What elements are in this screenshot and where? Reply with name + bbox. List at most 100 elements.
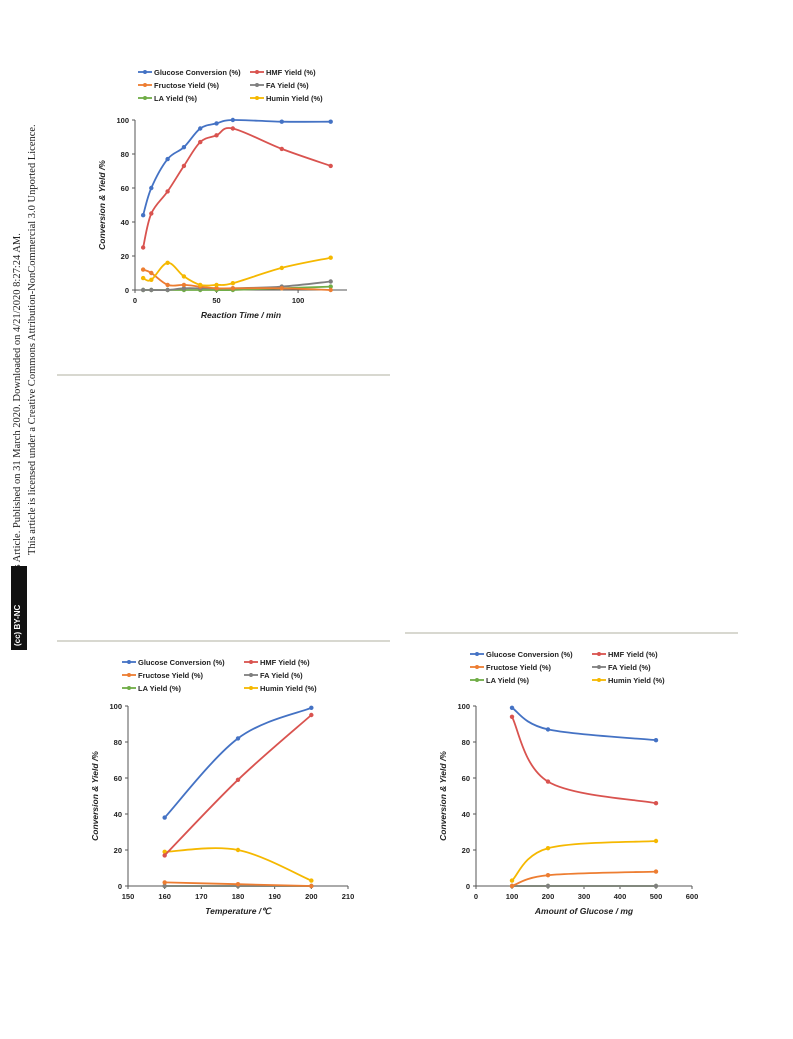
data-point-glucose-conversion <box>328 119 333 124</box>
data-point-fa-yield <box>181 286 187 291</box>
y-tick-label: 0 <box>118 882 122 891</box>
series-line-humin-yield <box>164 847 312 882</box>
data-point-humin-yield <box>328 255 333 260</box>
legend-marker-fa-yield <box>249 673 253 677</box>
series-line-hmf-yield <box>164 714 312 857</box>
legend-marker-humin-yield <box>249 686 253 690</box>
data-point-hmf-yield <box>214 133 219 138</box>
cc-badge-label: (cc) BY-NC <box>13 604 22 646</box>
data-point-fa-yield <box>328 279 333 284</box>
chart-glucose-amount: 0 20 40 60 80 100 0 100 200 300 400 500 600 Amount of… <box>438 650 699 916</box>
data-point-humin-yield <box>140 275 146 281</box>
legend-entry-humin-yield: Humin Yield (%) <box>608 676 665 685</box>
data-point-glucose-conversion <box>140 213 146 218</box>
data-point-hmf-yield <box>230 126 236 131</box>
legend-entry-la-yield: LA Yield (%) <box>486 676 530 685</box>
x-tick-label: 400 <box>614 892 627 901</box>
data-point-hmf-yield <box>181 163 187 169</box>
data-point-fa-yield <box>653 883 659 889</box>
x-tick-label: 600 <box>686 892 699 901</box>
legend-marker-fructose-yield <box>127 673 131 677</box>
y-tick-label: 20 <box>114 846 122 855</box>
legend-marker-fa-yield <box>255 83 259 87</box>
data-point-humin-yield <box>230 281 236 286</box>
data-point-fa-yield <box>165 287 170 293</box>
data-point-hmf-yield <box>149 211 154 216</box>
x-tick-label: 200 <box>542 892 555 901</box>
data-point-fructose-yield <box>235 882 241 887</box>
legend-entry-fructose-yield: Fructose Yield (%) <box>138 671 204 680</box>
x-tick-label: 100 <box>506 892 519 901</box>
data-point-fructose-yield <box>309 883 314 889</box>
legend-marker-hmf-yield <box>249 660 253 664</box>
data-point-hmf-yield <box>328 163 333 169</box>
chart-reaction-time: 0 20 40 60 80 100 0 50 100 Reaction Time / min Con… <box>97 68 347 320</box>
y-axis-title: Conversion & Yield /% <box>90 751 100 841</box>
data-point-fructose-yield <box>509 883 515 889</box>
x-tick-label: 200 <box>305 892 318 901</box>
legend-entry-glucose-conversion: Glucose Conversion (%) <box>486 650 573 659</box>
divider-bottom-right <box>405 632 738 634</box>
x-tick-label: 180 <box>232 892 245 901</box>
cc-license-badge[interactable]: (cc) BY-NC <box>11 566 27 650</box>
license-notice: This article is licensed under a Creativ… <box>27 124 38 555</box>
article-license-sidebar: Open Access Article. Published on 31 Mar… <box>0 0 40 700</box>
data-point-glucose-conversion <box>181 145 187 150</box>
y-axis-title: Conversion & Yield /% <box>97 160 107 250</box>
data-point-fructose-yield <box>165 282 170 288</box>
data-point-fa-yield <box>140 287 146 293</box>
data-point-glucose-conversion <box>509 705 515 710</box>
data-point-fructose-yield <box>162 880 167 885</box>
y-tick-label: 80 <box>462 738 470 747</box>
data-point-glucose-conversion <box>309 705 314 710</box>
series-line-hmf-yield <box>142 127 331 248</box>
legend-entry-fa-yield: FA Yield (%) <box>266 81 309 90</box>
y-axis-title: Conversion & Yield /% <box>438 751 448 841</box>
legend-marker-la-yield <box>127 686 131 690</box>
data-point-humin-yield <box>545 846 551 851</box>
x-tick-label: 100 <box>292 296 305 305</box>
divider-bottom-left <box>57 640 390 642</box>
legend-marker-glucose-conversion <box>127 660 131 664</box>
x-tick-label: 300 <box>578 892 591 901</box>
legend-entry-la-yield: LA Yield (%) <box>138 684 182 693</box>
x-axis-title: Amount of Glucose / mg <box>534 906 634 916</box>
legend-entry-hmf-yield: HMF Yield (%) <box>260 658 310 667</box>
data-point-fructose-yield <box>653 869 659 874</box>
series-line-glucose-conversion <box>142 119 331 216</box>
data-point-fructose-yield <box>181 282 187 288</box>
y-tick-label: 80 <box>121 150 129 159</box>
legend-entry-la-yield: LA Yield (%) <box>154 94 198 103</box>
x-tick-label: 50 <box>212 296 220 305</box>
legend-marker-humin-yield <box>597 678 601 682</box>
y-tick-label: 100 <box>116 116 129 125</box>
legend-marker-la-yield <box>475 678 479 682</box>
data-point-fructose-yield <box>230 286 236 291</box>
data-point-fructose-yield <box>279 286 284 291</box>
y-tick-label: 40 <box>462 810 470 819</box>
data-point-hmf-yield <box>198 139 203 145</box>
legend-entry-humin-yield: Humin Yield (%) <box>266 94 323 103</box>
data-point-hmf-yield <box>309 712 314 718</box>
data-point-fructose-yield <box>545 873 551 878</box>
y-tick-label: 60 <box>462 774 470 783</box>
legend-entry-fa-yield: FA Yield (%) <box>260 671 303 680</box>
data-point-hmf-yield <box>140 245 146 250</box>
legend-marker-fa-yield <box>597 665 601 669</box>
legend-entry-glucose-conversion: Glucose Conversion (%) <box>138 658 225 667</box>
x-axis-title: Reaction Time / min <box>201 310 281 320</box>
legend-marker-humin-yield <box>255 96 259 100</box>
data-point-fructose-yield <box>140 267 146 272</box>
data-point-humin-yield <box>279 265 284 271</box>
legend-entry-hmf-yield: HMF Yield (%) <box>608 650 658 659</box>
data-point-fructose-yield <box>328 287 333 293</box>
data-point-glucose-conversion <box>198 126 203 131</box>
x-tick-label: 210 <box>342 892 355 901</box>
x-tick-label: 150 <box>122 892 135 901</box>
legend-marker-fructose-yield <box>143 83 147 87</box>
legend-marker-hmf-yield <box>597 652 601 656</box>
legend-entry-fa-yield: FA Yield (%) <box>608 663 651 672</box>
x-tick-label: 0 <box>474 892 478 901</box>
data-point-humin-yield <box>162 849 167 854</box>
series-line-fructose-yield <box>511 870 657 887</box>
